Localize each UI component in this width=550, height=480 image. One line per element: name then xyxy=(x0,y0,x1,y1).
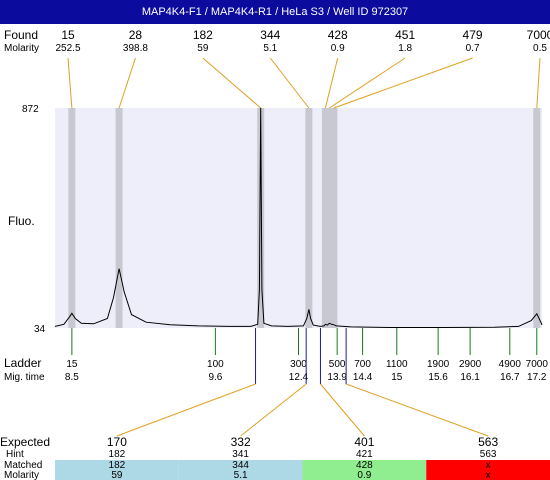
y-tick-label: 872 xyxy=(22,104,39,115)
found-size-label: 479 xyxy=(463,28,483,42)
expected-connector xyxy=(320,383,365,437)
match-status-cell xyxy=(178,460,303,480)
peak-connector xyxy=(324,57,339,109)
ladder-size-label: 100 xyxy=(207,359,224,370)
ladder-time-label: 14.4 xyxy=(353,372,373,383)
found-size-label: 7000 xyxy=(527,28,550,42)
peak-band xyxy=(68,108,76,328)
expected-size-label: 563 xyxy=(478,435,498,449)
peak-connector xyxy=(269,57,310,109)
matched-value: 182 xyxy=(109,460,126,471)
found-molarity-label: 0.9 xyxy=(331,43,345,54)
ladder-label: Ladder xyxy=(4,356,41,370)
ladder-time-label: 16.7 xyxy=(500,372,520,383)
ladder-time-label: 15.6 xyxy=(428,372,448,383)
match-status-cell xyxy=(55,460,179,480)
found-size-label: 451 xyxy=(395,28,415,42)
peak-connector xyxy=(118,57,136,109)
plot-area xyxy=(55,108,542,328)
fluorescence-trace xyxy=(54,107,543,328)
ladder-size-label: 500 xyxy=(329,359,346,370)
ladder-size-label: 15 xyxy=(66,359,78,370)
peak-band xyxy=(321,108,329,328)
mig-time-label: Mig. time xyxy=(4,372,45,383)
peak-band xyxy=(305,108,313,328)
found-molarity-label: 0.5 xyxy=(533,43,547,54)
peak-band xyxy=(330,108,338,328)
peak-band xyxy=(325,108,333,328)
expected-size-label: 401 xyxy=(354,435,374,449)
peak-connector xyxy=(202,57,262,109)
expected-label: Expected xyxy=(0,435,50,449)
peak-connector xyxy=(67,57,73,109)
found-molarity-label: 1.8 xyxy=(398,43,412,54)
ladder-time-label: 9.6 xyxy=(208,372,222,383)
molarity-value: 59 xyxy=(111,470,123,480)
found-molarity-label: 5.1 xyxy=(263,43,277,54)
matched-label: Matched xyxy=(4,460,42,471)
hint-label-value: 341 xyxy=(232,449,249,460)
found-size-label: 344 xyxy=(260,28,280,42)
expected-connector xyxy=(116,383,256,437)
ladder-time-label: 13.9 xyxy=(327,372,347,383)
hint-label-value: 563 xyxy=(480,449,497,460)
hint-label: Hint xyxy=(6,449,24,460)
chart-title: MAP4K4-F1 / MAP4K4-R1 / HeLa S3 / Well I… xyxy=(0,0,550,24)
molarity-value: x xyxy=(486,470,491,480)
ladder-size-label: 1100 xyxy=(386,359,408,370)
ladder-size-label: 1900 xyxy=(427,359,450,370)
ladder-size-label: 300 xyxy=(290,359,307,370)
molarity-value: 0.9 xyxy=(357,470,371,480)
matched-value: 344 xyxy=(232,460,249,471)
matched-value: x xyxy=(486,460,491,471)
hint-label-value: 421 xyxy=(356,449,373,460)
ladder-time-label: 12.4 xyxy=(289,372,309,383)
molarity-value: 5.1 xyxy=(234,470,248,480)
peak-connector xyxy=(329,57,406,109)
expected-connector xyxy=(345,383,489,437)
peak-band xyxy=(533,108,541,328)
found-molarity-label: 0.7 xyxy=(466,43,480,54)
expected-size-label: 170 xyxy=(107,435,127,449)
y-tick-label: 34 xyxy=(34,324,46,335)
expected-size-label: 332 xyxy=(231,435,251,449)
molarity-label: Molarity xyxy=(4,43,39,54)
ladder-time-label: 17.2 xyxy=(527,372,547,383)
peak-band xyxy=(257,108,265,328)
ladder-time-label: 16.1 xyxy=(460,372,480,383)
match-status-cell xyxy=(426,460,550,480)
found-size-label: 15 xyxy=(61,28,75,42)
y-axis-label: Fluo. xyxy=(8,214,35,228)
found-molarity-label: 59 xyxy=(197,43,209,54)
found-molarity-label: 252.5 xyxy=(55,43,80,54)
found-label: Found xyxy=(4,28,38,42)
peak-connector xyxy=(333,57,473,109)
found-size-label: 428 xyxy=(328,28,348,42)
ladder-size-label: 2900 xyxy=(459,359,482,370)
found-molarity-label: 398.8 xyxy=(123,43,148,54)
found-size-label: 182 xyxy=(193,28,213,42)
ladder-size-label: 7000 xyxy=(526,359,549,370)
ladder-time-label: 8.5 xyxy=(65,372,79,383)
peak-connector xyxy=(536,57,541,109)
ladder-size-label: 700 xyxy=(354,359,371,370)
matched-value: 428 xyxy=(356,460,373,471)
found-size-label: 28 xyxy=(129,28,143,42)
match-status-cell xyxy=(302,460,427,480)
peak-band xyxy=(115,108,123,328)
ladder-time-label: 15 xyxy=(391,372,403,383)
molarity-row-label: Molarity xyxy=(4,470,39,480)
ladder-size-label: 4900 xyxy=(499,359,522,370)
hint-label-value: 182 xyxy=(109,449,126,460)
expected-connector xyxy=(240,383,307,437)
